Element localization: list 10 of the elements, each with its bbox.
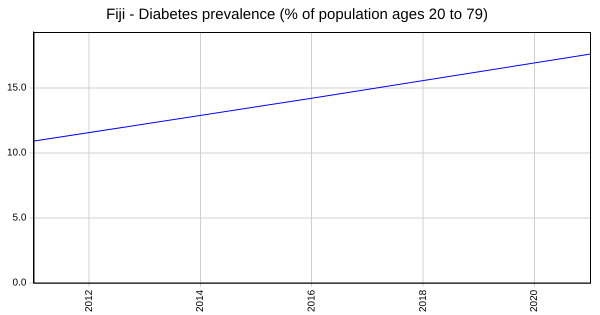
y-tick-label: 15.0 xyxy=(6,82,27,94)
chart-title: Fiji - Diabetes prevalence (% of population ages 20 to 79) xyxy=(106,6,488,24)
x-tick-label: 2020 xyxy=(529,289,540,312)
x-tick-label: 2016 xyxy=(306,289,318,312)
y-tick-label: 0.0 xyxy=(12,278,27,289)
x-tick-label: 2014 xyxy=(195,289,206,312)
y-tick-label: 5.0 xyxy=(12,212,27,224)
y-tick-label: 10.0 xyxy=(6,148,27,159)
x-tick-label: 2012 xyxy=(84,289,95,312)
x-tick-label: 2018 xyxy=(418,289,429,312)
